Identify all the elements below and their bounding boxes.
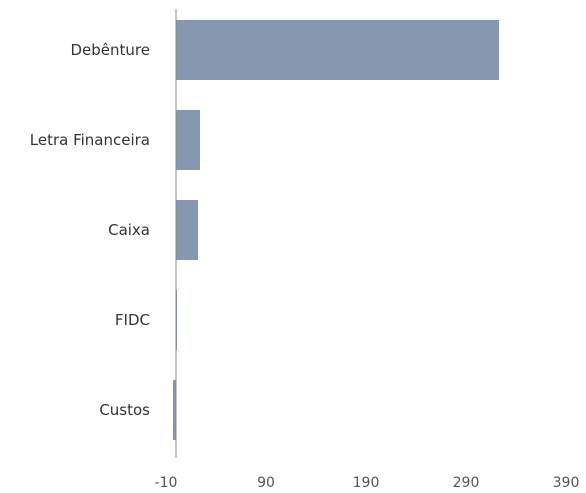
category-labels: Debênture Letra Financeira Caixa FIDC Custos (30, 41, 150, 419)
x-tick-label: 390 (553, 475, 580, 491)
x-tick-label: -10 (155, 475, 178, 491)
x-tick-label: 290 (453, 475, 480, 491)
category-label: FIDC (115, 311, 150, 329)
bar-deb-nture (176, 20, 499, 80)
category-label: Letra Financeira (30, 131, 150, 149)
category-label: Custos (99, 401, 150, 419)
category-label: Caixa (108, 221, 150, 239)
bars-group (173, 20, 499, 440)
bar-caixa (176, 200, 198, 260)
x-tick-labels: -10 90 190 290 390 (155, 475, 580, 491)
bar-letra-financeira (176, 110, 200, 170)
bar-custos (173, 380, 176, 440)
x-tick-label: 90 (257, 475, 275, 491)
x-tick-label: 190 (353, 475, 380, 491)
category-label: Debênture (71, 41, 151, 59)
